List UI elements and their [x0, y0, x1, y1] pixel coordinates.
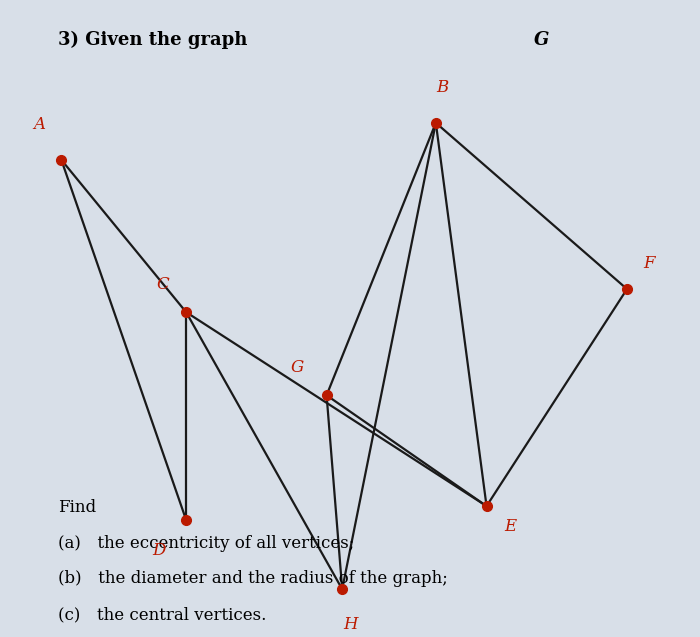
- Text: (b) the diameter and the radius of the graph;: (b) the diameter and the radius of the g…: [58, 571, 448, 587]
- Text: (c) the central vertices.: (c) the central vertices.: [58, 606, 267, 623]
- Text: Find: Find: [58, 499, 97, 516]
- Text: 3) Given the graph: 3) Given the graph: [58, 31, 254, 49]
- Text: G: G: [534, 31, 550, 49]
- Text: G: G: [290, 359, 304, 376]
- Text: B: B: [436, 79, 448, 96]
- Text: D: D: [152, 542, 165, 559]
- Text: A: A: [34, 116, 46, 133]
- Text: (a) the eccentricity of all vertices;: (a) the eccentricity of all vertices;: [58, 534, 355, 552]
- Text: H: H: [343, 616, 357, 633]
- Text: E: E: [504, 518, 516, 535]
- Text: F: F: [643, 255, 655, 272]
- Text: C: C: [156, 276, 169, 293]
